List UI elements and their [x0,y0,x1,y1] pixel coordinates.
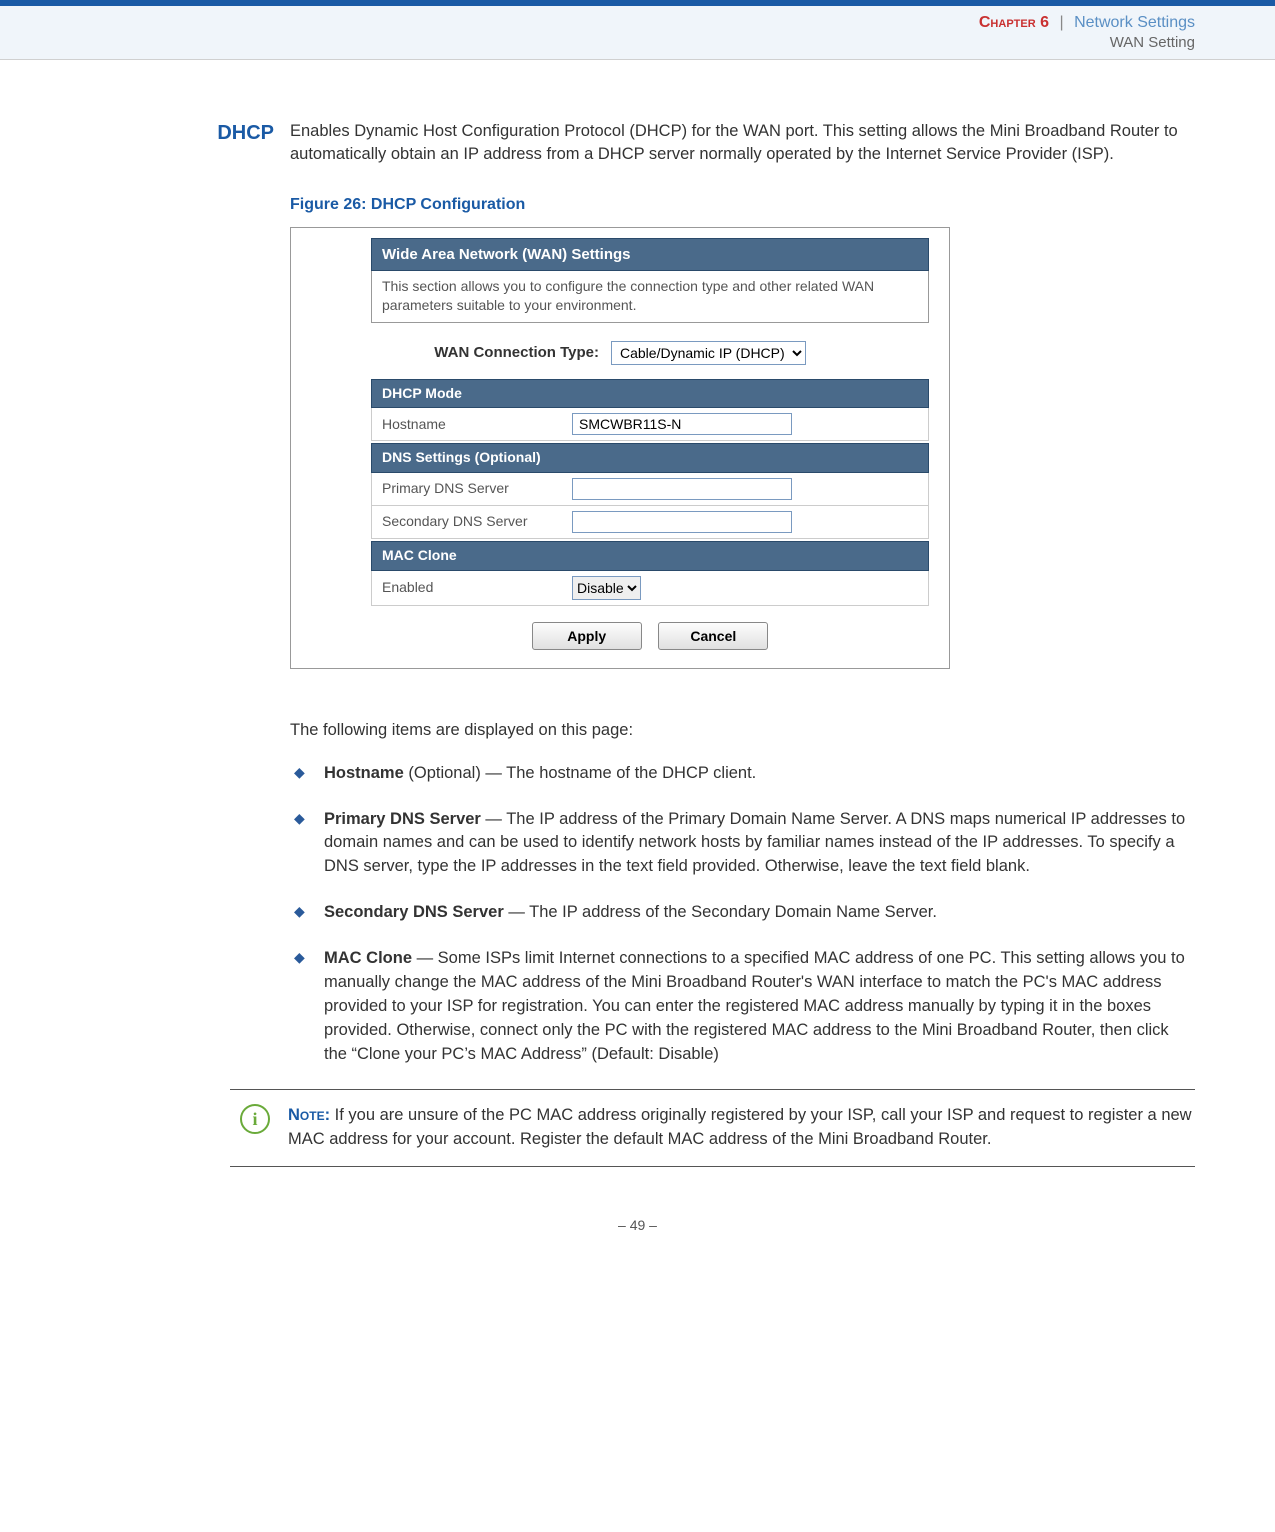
wan-connection-row: WAN Connection Type: Cable/Dynamic IP (D… [371,341,929,365]
page-header: Chapter 6 | Network Settings WAN Setting [0,6,1275,60]
item-rest: (Optional) — The hostname of the DHCP cl… [404,764,756,782]
list-item: Hostname (Optional) — The hostname of th… [290,762,1195,786]
mac-clone-enabled-row: Enabled Disable [371,571,929,606]
item-term: MAC Clone [324,949,412,967]
figure-inner: Wide Area Network (WAN) Settings This se… [291,228,949,668]
item-list: Hostname (Optional) — The hostname of th… [290,762,1195,1067]
note-body: Note: If you are unsure of the PC MAC ad… [288,1104,1195,1152]
chapter-title: Network Settings [1074,14,1195,31]
figure-caption: Figure 26: DHCP Configuration [290,194,1195,216]
wan-connection-select[interactable]: Cable/Dynamic IP (DHCP) [611,341,806,365]
hostname-row: Hostname [371,408,929,441]
item-rest: — Some ISPs limit Internet connections t… [324,949,1185,1063]
header-subtitle: WAN Setting [0,34,1195,51]
hostname-label: Hostname [382,415,572,435]
mac-clone-enabled-select[interactable]: Disable [572,576,641,600]
note-block: i Note: If you are unsure of the PC MAC … [230,1089,1195,1167]
secondary-dns-label: Secondary DNS Server [382,512,572,532]
list-item: MAC Clone — Some ISPs limit Internet con… [290,947,1195,1067]
header-separator: | [1059,14,1063,31]
item-term: Primary DNS Server [324,810,481,828]
secondary-dns-input[interactable] [572,511,792,533]
item-term: Secondary DNS Server [324,903,504,921]
primary-dns-label: Primary DNS Server [382,479,572,499]
info-icon: i [240,1104,270,1134]
hostname-input[interactable] [572,413,792,435]
primary-dns-input[interactable] [572,478,792,500]
wan-settings-titlebar: Wide Area Network (WAN) Settings [371,238,929,271]
dns-settings-bar: DNS Settings (Optional) [371,443,929,473]
primary-dns-row: Primary DNS Server [371,473,929,506]
page-body: DHCP Enables Dynamic Host Configuration … [0,60,1275,1253]
chapter-label: Chapter 6 [979,14,1049,31]
note-label: Note: [288,1106,330,1124]
list-item: Primary DNS Server — The IP address of t… [290,808,1195,880]
item-term: Hostname [324,764,404,782]
figure-box: Wide Area Network (WAN) Settings This se… [290,227,950,669]
wan-connection-label: WAN Connection Type: [371,342,611,363]
following-items-intro: The following items are displayed on thi… [290,719,1195,742]
wan-settings-description: This section allows you to configure the… [371,271,929,323]
section-content: Enables Dynamic Host Configuration Proto… [290,120,1195,1167]
section-intro: Enables Dynamic Host Configuration Proto… [290,120,1195,166]
mac-clone-bar: MAC Clone [371,541,929,571]
button-row: Apply Cancel [371,606,929,658]
mac-clone-enabled-label: Enabled [382,578,572,598]
secondary-dns-row: Secondary DNS Server [371,506,929,539]
item-rest: — The IP address of the Secondary Domain… [504,903,937,921]
dhcp-mode-bar: DHCP Mode [371,379,929,409]
page-number: – 49 – [80,1217,1195,1233]
note-text: If you are unsure of the PC MAC address … [288,1106,1192,1148]
apply-button[interactable]: Apply [532,622,642,650]
dhcp-section: DHCP Enables Dynamic Host Configuration … [80,120,1195,1167]
section-heading: DHCP [80,120,290,145]
list-item: Secondary DNS Server — The IP address of… [290,901,1195,925]
cancel-button[interactable]: Cancel [658,622,768,650]
